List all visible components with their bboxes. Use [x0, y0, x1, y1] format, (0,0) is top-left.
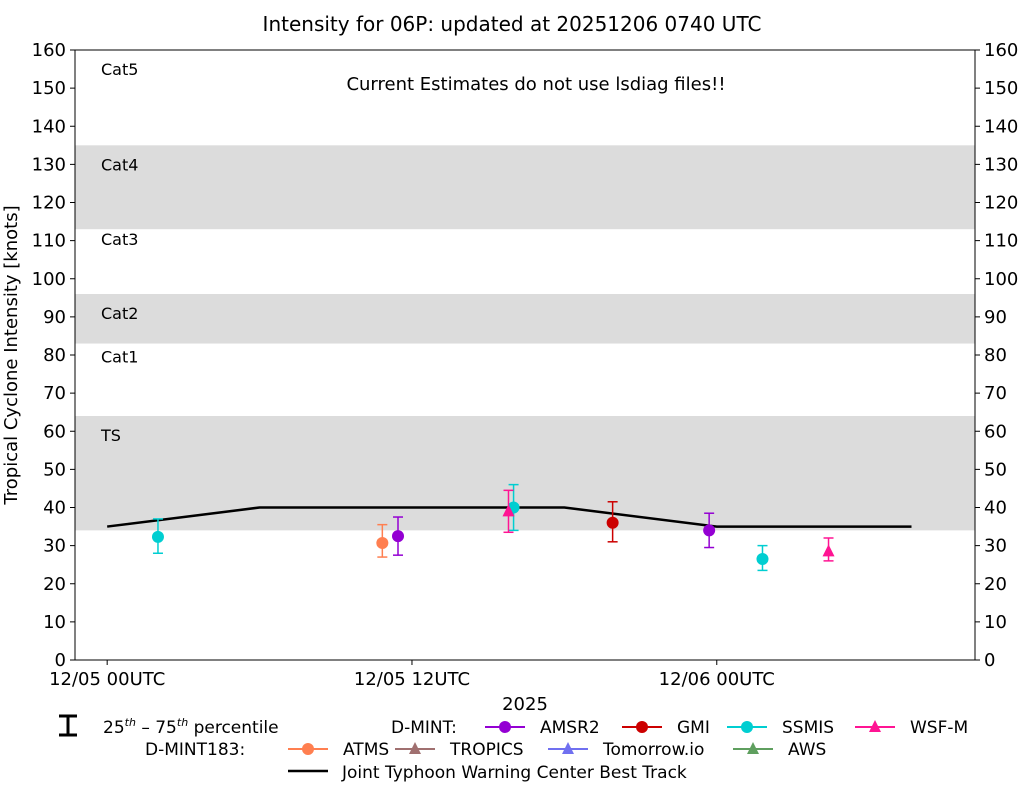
annotation: Current Estimates do not use lsdiag file…: [346, 74, 725, 95]
point-atms: [376, 523, 389, 558]
band-label-cat5: Cat5: [101, 60, 138, 79]
marker: [151, 530, 164, 543]
band-label-cat2: Cat2: [101, 304, 138, 323]
band-label-cat1: Cat1: [101, 348, 138, 367]
y-tick-label: 70: [43, 383, 66, 404]
y-tick-label-right: 100: [984, 269, 1018, 290]
y-tick-label: 40: [43, 498, 66, 519]
y-tick-label-right: 30: [984, 536, 1007, 557]
legend-marker: [747, 742, 759, 754]
y-tick-label-right: 90: [984, 307, 1007, 328]
y-tick-label-right: 10: [984, 612, 1007, 633]
y-tick-label-right: 80: [984, 345, 1007, 366]
marker: [392, 530, 405, 543]
marker: [703, 524, 716, 537]
legend-label: AMSR2: [540, 718, 600, 738]
point-amsr2: [703, 512, 716, 549]
y-tick-label: 30: [43, 536, 66, 557]
y-tick-label: 60: [43, 421, 66, 442]
marker: [756, 552, 769, 565]
legend-label: SSMIS: [782, 718, 834, 738]
point-ssmis: [756, 544, 769, 572]
y-tick-label: 90: [43, 307, 66, 328]
band-cat2: [75, 294, 975, 344]
x-tick-label: 12/05 12UTC: [354, 669, 470, 690]
marker: [606, 516, 619, 529]
point-wsf-m: [822, 537, 835, 562]
legend-label: WSF-M: [910, 718, 968, 738]
x-tick-label: 12/05 00UTC: [49, 669, 165, 690]
legend-group-dmint: D-MINT:: [391, 718, 457, 738]
legend-item-atms: ATMS: [288, 740, 389, 760]
y-tick-label-right: 160: [984, 40, 1018, 61]
legend-item-gmi: GMI: [622, 718, 710, 738]
plot-frame: [74, 49, 976, 661]
marker: [822, 544, 835, 557]
y-axis-label: Tropical Cyclone Intensity [knots]: [1, 205, 22, 505]
legend-marker: [302, 743, 314, 755]
legend-percentile: 25th – 75th percentile: [103, 716, 279, 738]
point-gmi: [606, 501, 619, 543]
legend-group-dmint183: D-MINT183:: [145, 740, 245, 760]
y-tick-label-right: 60: [984, 421, 1007, 442]
y-tick-label: 50: [43, 459, 66, 480]
legend-marker: [636, 721, 648, 733]
y-tick-label-right: 20: [984, 574, 1007, 595]
y-tick-label-right: 70: [984, 383, 1007, 404]
band-label-ts: TS: [100, 426, 121, 445]
y-tick-label-right: 120: [984, 193, 1018, 214]
y-tick-label: 140: [32, 116, 66, 137]
legend-label: GMI: [677, 718, 710, 738]
legend-marker: [869, 720, 881, 732]
legend-label: ATMS: [343, 740, 389, 760]
legend-marker: [741, 721, 753, 733]
y-tick-label-right: 130: [984, 154, 1018, 175]
legend-marker: [562, 742, 574, 754]
point-wsf-m: [502, 489, 515, 534]
y-tick-label: 150: [32, 78, 66, 99]
legend: 25th – 75th percentile D-MINT: D-MINT183…: [59, 714, 968, 783]
band-cat4: [75, 145, 975, 230]
legend-marker: [409, 742, 421, 754]
y-tick-label-right: 140: [984, 116, 1018, 137]
best-track-line: [107, 506, 912, 528]
band-label-cat4: Cat4: [101, 155, 138, 174]
y-tick-label: 100: [32, 269, 66, 290]
y-tick-label-right: 110: [984, 231, 1018, 252]
marker: [376, 536, 389, 549]
y-tick-label-right: 50: [984, 459, 1007, 480]
legend-label: Tomorrow.io: [602, 740, 704, 760]
legend-item-tomorrow-io: Tomorrow.io: [548, 740, 704, 760]
y-tick-label: 20: [43, 574, 66, 595]
chart-title: Intensity for 06P: updated at 20251206 0…: [263, 12, 762, 36]
marker: [502, 504, 515, 517]
legend-item-wsf-m: WSF-M: [855, 718, 968, 738]
legend-label: AWS: [788, 740, 826, 760]
y-tick-label: 110: [32, 231, 66, 252]
y-tick-label: 120: [32, 193, 66, 214]
y-tick-label-right: 150: [984, 78, 1018, 99]
legend-item-ssmis: SSMIS: [727, 718, 834, 738]
legend-label: TROPICS: [449, 740, 524, 760]
y-tick-label-right: 0: [984, 650, 995, 671]
y-tick-label: 130: [32, 154, 66, 175]
point-amsr2: [392, 516, 405, 556]
legend-item-amsr2: AMSR2: [485, 718, 600, 738]
x-axis-label: 2025: [502, 694, 548, 715]
point-ssmis: [151, 518, 164, 554]
y-tick-label: 10: [43, 612, 66, 633]
percentile-icon: [59, 714, 77, 737]
band-label-cat3: Cat3: [101, 230, 138, 249]
y-tick-label: 0: [55, 650, 66, 671]
legend-item-aws: AWS: [733, 740, 826, 760]
legend-best-track: Joint Typhoon Warning Center Best Track: [341, 763, 687, 783]
x-tick-label: 12/06 00UTC: [659, 669, 775, 690]
y-tick-label-right: 40: [984, 498, 1007, 519]
y-tick-label: 80: [43, 345, 66, 366]
legend-marker: [499, 721, 511, 733]
legend-item-tropics: TROPICS: [395, 740, 524, 760]
y-tick-label: 160: [32, 40, 66, 61]
